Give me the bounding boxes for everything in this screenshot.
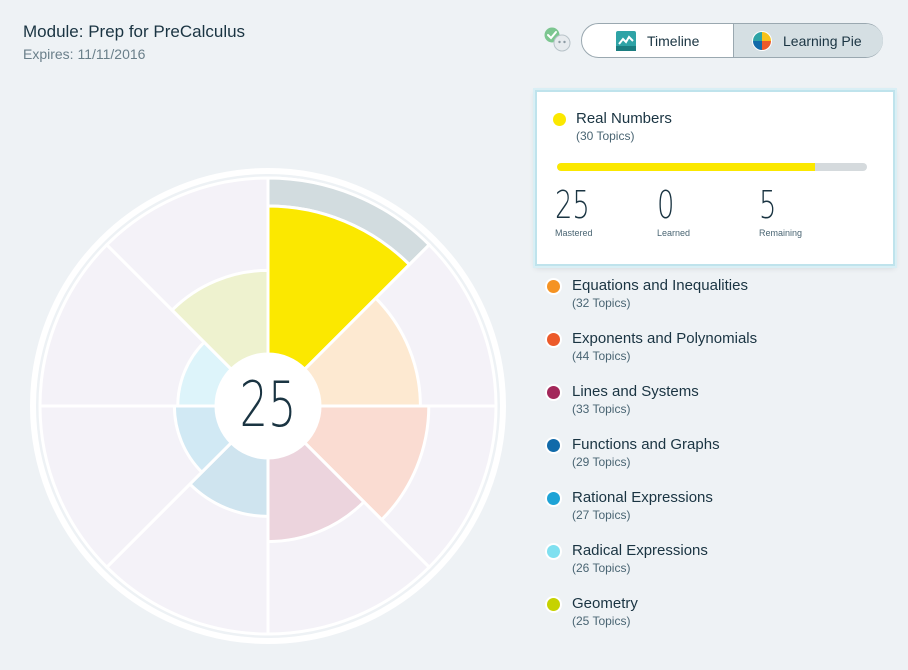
legend-item[interactable]: Lines and Systems (33 Topics): [547, 383, 887, 423]
legend-item[interactable]: Geometry (25 Topics): [547, 595, 887, 635]
legend-topic-count: (27 Topics): [572, 508, 631, 522]
legend-item[interactable]: Radical Expressions (26 Topics): [547, 542, 887, 582]
legend-item[interactable]: Functions and Graphs (29 Topics): [547, 436, 887, 476]
mastered-value: 25: [555, 183, 590, 227]
learned-label: Learned: [657, 228, 691, 238]
legend-item[interactable]: Exponents and Polynomials (44 Topics): [547, 330, 887, 370]
timeline-icon: [616, 30, 636, 51]
timeline-label: Timeline: [647, 32, 700, 49]
mastered-label: Mastered: [555, 228, 593, 238]
pie-sector-fill: [266, 440, 367, 544]
selected-topic-count: (30 Topics): [576, 129, 635, 143]
expiry-date: Expires: 11/11/2016: [23, 46, 146, 62]
legend-topic-name: Exponents and Polynomials: [572, 330, 758, 347]
legend-item[interactable]: Equations and Inequalities (32 Topics): [547, 277, 887, 317]
mastered-stat: 25 Mastered: [555, 184, 603, 238]
view-toggle: Timeline Learning Pie: [581, 23, 883, 58]
legend-dot: [547, 333, 560, 346]
module-title: Module: Prep for PreCalculus: [23, 22, 246, 41]
learning-pie-toggle-button[interactable]: Learning Pie: [733, 24, 883, 57]
progress-check-icon[interactable]: [543, 26, 573, 54]
pie-center: [216, 354, 320, 458]
progress-bar-fill: [557, 163, 816, 171]
legend-dot: [547, 598, 560, 611]
learning-pie-icon: [752, 30, 772, 51]
pie-center-value: 25: [240, 369, 297, 441]
selected-topic-name: Real Numbers: [576, 110, 672, 127]
legend-dot: [547, 492, 560, 505]
legend-dot: [547, 280, 560, 293]
pie-sector-fill: [169, 268, 270, 372]
selected-topic-dot: [553, 113, 566, 126]
learned-stat: 0 Learned: [657, 184, 690, 238]
learned-value: 0: [657, 183, 675, 227]
remaining-value: 5: [759, 183, 777, 227]
legend-topic-name: Equations and Inequalities: [572, 277, 748, 294]
legend-topic-name: Geometry: [572, 595, 638, 612]
legend-topic-count: (33 Topics): [572, 402, 631, 416]
legend-topic-name: Lines and Systems: [572, 383, 699, 400]
timeline-toggle-button[interactable]: Timeline: [582, 24, 734, 57]
learning-pie-label: Learning Pie: [783, 32, 862, 49]
learning-pie-chart: 25: [30, 168, 506, 644]
legend-dot: [547, 439, 560, 452]
legend-topic-name: Radical Expressions: [572, 542, 708, 559]
pie-outer-ring: [30, 168, 506, 644]
legend-topic-count: (29 Topics): [572, 455, 631, 469]
legend-topic-count: (32 Topics): [572, 296, 631, 310]
legend-topic-name: Functions and Graphs: [572, 436, 720, 453]
legend-dot: [547, 386, 560, 399]
legend-topic-count: (26 Topics): [572, 561, 631, 575]
legend-item[interactable]: Rational Expressions (27 Topics): [547, 489, 887, 529]
remaining-label: Remaining: [759, 228, 803, 238]
remaining-stat: 5 Remaining: [759, 184, 802, 238]
selected-topic-progress-bar: [557, 163, 867, 171]
legend-dot: [547, 545, 560, 558]
legend-topic-name: Rational Expressions: [572, 489, 713, 506]
legend-topic-count: (44 Topics): [572, 349, 631, 363]
legend-topic-count: (25 Topics): [572, 614, 631, 628]
selected-topic-card: Real Numbers (30 Topics) 25 Mastered 0 L…: [535, 90, 895, 266]
